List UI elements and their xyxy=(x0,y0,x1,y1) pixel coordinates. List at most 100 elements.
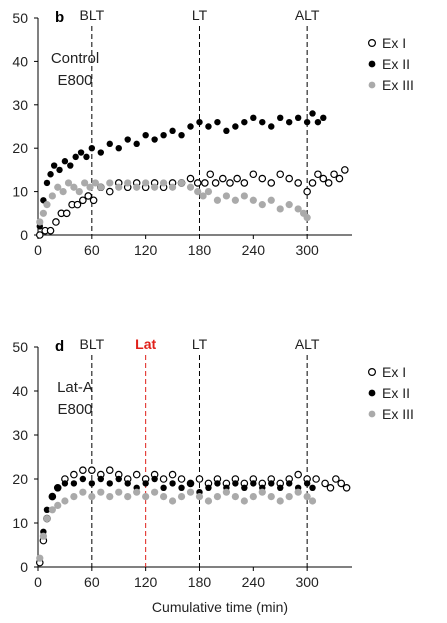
data-point xyxy=(250,480,257,487)
data-point xyxy=(36,218,44,226)
data-point xyxy=(70,183,78,191)
data-point xyxy=(193,179,202,187)
data-point xyxy=(259,118,266,126)
data-point xyxy=(178,131,185,139)
data-point xyxy=(326,483,335,492)
data-point xyxy=(232,123,239,130)
data-point xyxy=(335,174,344,183)
data-point xyxy=(178,484,185,491)
data-point xyxy=(277,114,284,122)
data-point xyxy=(64,179,73,187)
data-point xyxy=(199,192,207,200)
data-point xyxy=(213,493,222,501)
y-tick-label: 50 xyxy=(12,339,28,355)
series-ex-iii xyxy=(36,488,317,562)
x-tick-label: 180 xyxy=(188,242,212,258)
x-tick-label: 240 xyxy=(242,574,266,590)
data-point xyxy=(105,187,114,196)
data-point xyxy=(106,493,114,501)
data-point xyxy=(341,166,349,174)
data-point xyxy=(231,493,239,501)
data-point xyxy=(83,153,90,161)
data-point xyxy=(43,515,51,523)
data-point xyxy=(169,480,176,487)
data-point xyxy=(258,174,267,183)
data-point xyxy=(240,179,249,187)
data-point xyxy=(319,174,328,183)
data-point xyxy=(324,179,333,187)
data-point xyxy=(303,187,311,196)
data-point xyxy=(84,192,93,200)
panel-annotation-line: Control xyxy=(51,50,99,67)
data-point xyxy=(106,480,113,487)
data-point xyxy=(177,475,186,483)
data-point xyxy=(214,480,221,487)
data-point xyxy=(258,201,266,209)
data-point xyxy=(213,196,222,204)
y-tick-label: 10 xyxy=(12,184,28,200)
data-point xyxy=(142,493,150,501)
marker-label-lt: LT xyxy=(192,336,208,352)
x-axis-label: Cumulative time (min) xyxy=(152,599,288,615)
legend-marker xyxy=(368,368,377,377)
data-point xyxy=(250,114,257,122)
y-tick-label: 30 xyxy=(12,427,28,443)
data-point xyxy=(186,183,195,191)
y-tick-label: 20 xyxy=(12,140,28,156)
data-point xyxy=(309,110,316,117)
data-point xyxy=(268,480,275,487)
data-point xyxy=(124,480,131,487)
data-point xyxy=(249,196,257,204)
x-tick-label: 0 xyxy=(34,242,42,258)
x-tick-label: 60 xyxy=(84,574,100,590)
data-point xyxy=(195,475,204,483)
data-point xyxy=(160,493,168,501)
series-ex-ii xyxy=(36,110,327,230)
data-point xyxy=(56,166,63,174)
data-point xyxy=(205,123,212,130)
data-point xyxy=(54,484,61,491)
y-tick-label: 0 xyxy=(20,227,28,243)
data-point xyxy=(48,506,56,514)
data-point xyxy=(241,484,248,491)
data-point xyxy=(314,170,322,179)
data-point xyxy=(133,488,141,496)
data-point xyxy=(276,205,284,213)
data-point xyxy=(314,118,322,126)
data-point xyxy=(61,497,69,505)
data-point xyxy=(47,171,54,178)
data-point xyxy=(70,470,78,479)
data-point xyxy=(160,131,167,139)
data-point xyxy=(46,226,55,235)
data-point xyxy=(285,493,293,501)
x-tick-label: 300 xyxy=(295,574,319,590)
data-point xyxy=(86,183,94,191)
data-point xyxy=(186,174,195,183)
legend-marker xyxy=(368,81,376,89)
data-point xyxy=(204,188,213,196)
data-point xyxy=(205,484,212,491)
data-point xyxy=(61,158,69,165)
data-point xyxy=(81,179,89,187)
marker-label-blt: BLT xyxy=(80,7,105,23)
data-point xyxy=(75,188,83,196)
data-point xyxy=(342,483,351,492)
data-point xyxy=(187,123,194,130)
data-point xyxy=(115,145,122,152)
data-point xyxy=(286,118,293,126)
data-point xyxy=(97,183,105,191)
chart-panel-b: 0 10 20 30 40 50 0 60 120 180 240 300 BLT LT ALT b Contr… xyxy=(12,7,413,258)
data-point xyxy=(241,118,248,126)
marker-label-alt: ALT xyxy=(295,7,320,23)
data-point xyxy=(219,174,227,183)
data-point xyxy=(36,554,44,562)
data-point xyxy=(168,470,177,479)
marker-label-alt: ALT xyxy=(295,336,320,352)
data-point xyxy=(222,192,230,200)
series-ex-i xyxy=(35,166,349,239)
legend-marker xyxy=(368,410,376,418)
data-point xyxy=(52,218,60,226)
data-point xyxy=(133,140,140,148)
data-point xyxy=(294,205,302,213)
